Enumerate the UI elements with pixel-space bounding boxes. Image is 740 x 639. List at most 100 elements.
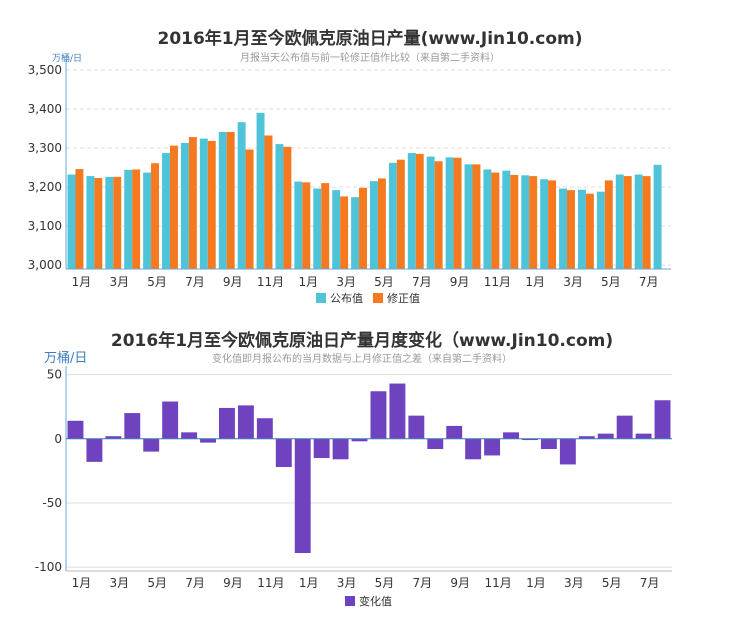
y-tick-label: 0 — [54, 432, 62, 446]
bar-变化值-12 — [294, 438, 311, 554]
legend-swatch-published — [316, 293, 326, 303]
legend-label-published: 公布值 — [330, 292, 363, 305]
x-tick-label: 7月 — [413, 576, 433, 590]
x-tick-label: 1月 — [526, 576, 546, 590]
x-tick-label: 1月 — [72, 275, 92, 289]
x-tick-label: 9月 — [223, 275, 243, 289]
bar-修正值-17 — [396, 159, 405, 269]
x-tick-label: 3月 — [563, 275, 583, 289]
bar-修正值-16 — [377, 178, 386, 269]
legend-label-change: 变化值 — [359, 594, 392, 608]
y-tick-label: 3,100 — [28, 219, 62, 233]
bar-公布值-5 — [162, 153, 170, 269]
bar-修正值-9 — [245, 149, 254, 269]
bar-公布值-23 — [502, 170, 511, 269]
bar-变化值-19 — [427, 438, 444, 450]
x-tick-label: 11月 — [484, 275, 511, 289]
bar-公布值-18 — [407, 153, 416, 269]
bar-公布值-28 — [596, 191, 605, 269]
bar-公布值-14 — [332, 190, 341, 269]
bar-修正值-11 — [283, 146, 292, 269]
y-tick-label: 3,200 — [28, 180, 62, 194]
bar-变化值-31 — [654, 400, 671, 439]
bar-变化值-27 — [578, 436, 595, 439]
x-tick-label: 1月 — [525, 275, 545, 289]
chart-1-subtitle: 月报当天公布值与前一轮修正值作比较（来自第二手资料） — [240, 51, 500, 64]
bar-公布值-24 — [521, 175, 530, 269]
y-tick-label: -100 — [35, 560, 62, 574]
y-tick-label: 3,500 — [28, 63, 62, 77]
x-tick-label: 3月 — [564, 576, 584, 590]
bar-公布值-13 — [313, 188, 322, 269]
chart-1-y-unit: 万桶/日 — [52, 52, 82, 64]
bar-公布值-31 — [653, 164, 662, 269]
bar-公布值-9 — [237, 122, 246, 269]
x-tick-label: 3月 — [110, 576, 130, 590]
bar-变化值-8 — [219, 407, 235, 439]
legend-label-revised: 修正值 — [387, 291, 420, 305]
bar-修正值-10 — [264, 135, 273, 269]
bar-变化值-16 — [370, 391, 387, 439]
bar-变化值-22 — [484, 438, 501, 456]
bar-公布值-0 — [67, 174, 76, 269]
x-tick-label: 5月 — [375, 576, 395, 590]
bar-公布值-10 — [256, 112, 265, 269]
chart-2-title: 2016年1月至今欧佩克原油日产量月度变化（www.Jin10.com) — [111, 330, 613, 351]
chart-1-legend: 公布值 修正值 — [316, 291, 420, 305]
bar-公布值-25 — [540, 179, 549, 269]
x-tick-label: 5月 — [601, 275, 621, 289]
chart-2-y-unit: 万桶/日 — [44, 351, 87, 366]
bar-公布值-12 — [294, 181, 303, 269]
bar-修正值-4 — [151, 163, 160, 269]
x-tick-label: 11月 — [257, 275, 284, 289]
y-tick-label: 3,300 — [28, 141, 62, 155]
bar-变化值-0 — [67, 420, 84, 439]
x-tick-label: 1月 — [299, 576, 319, 590]
x-tick-label: 1月 — [72, 576, 92, 590]
bar-公布值-26 — [559, 188, 568, 269]
bar-修正值-15 — [359, 187, 367, 269]
x-tick-label: 9月 — [450, 576, 470, 590]
bar-变化值-13 — [313, 438, 330, 459]
bar-变化值-25 — [540, 438, 557, 450]
x-tick-label: 5月 — [374, 275, 394, 289]
bar-修正值-13 — [321, 183, 330, 269]
bar-修正值-22 — [491, 172, 500, 269]
x-tick-label: 11月 — [257, 576, 284, 590]
bar-变化值-6 — [181, 432, 198, 439]
x-tick-label: 9月 — [223, 576, 243, 590]
bar-变化值-29 — [616, 415, 633, 439]
bar-公布值-2 — [105, 176, 114, 269]
x-tick-label: 7月 — [412, 275, 432, 289]
x-tick-label: 7月 — [185, 275, 205, 289]
x-tick-label: 5月 — [602, 576, 622, 590]
legend-swatch-revised — [373, 293, 383, 303]
bar-变化值-3 — [124, 413, 141, 439]
bar-公布值-29 — [615, 174, 624, 269]
bar-变化值-24 — [522, 438, 538, 441]
chart-2-legend: 变化值 — [345, 594, 392, 608]
x-tick-label: 3月 — [336, 275, 356, 289]
bar-修正值-7 — [207, 140, 216, 269]
bar-变化值-15 — [351, 438, 368, 442]
bar-修正值-14 — [340, 196, 349, 269]
bar-修正值-1 — [94, 178, 103, 269]
bar-修正值-8 — [226, 131, 235, 269]
bar-修正值-27 — [585, 193, 594, 269]
bar-公布值-20 — [445, 157, 454, 269]
x-tick-label: 7月 — [639, 275, 659, 289]
bar-公布值-22 — [483, 169, 492, 269]
bar-修正值-2 — [113, 176, 122, 269]
bar-修正值-12 — [302, 182, 311, 269]
bar-变化值-1 — [86, 438, 103, 462]
x-tick-label: 5月 — [147, 275, 167, 289]
bar-变化值-10 — [256, 418, 273, 439]
bar-变化值-14 — [332, 438, 349, 460]
y-tick-label: 3,000 — [28, 258, 62, 272]
bar-公布值-6 — [180, 142, 189, 269]
bar-变化值-4 — [143, 438, 160, 452]
x-tick-label: 3月 — [337, 576, 357, 590]
bar-修正值-6 — [188, 137, 197, 269]
bar-修正值-23 — [510, 174, 519, 269]
bar-修正值-28 — [604, 180, 613, 269]
